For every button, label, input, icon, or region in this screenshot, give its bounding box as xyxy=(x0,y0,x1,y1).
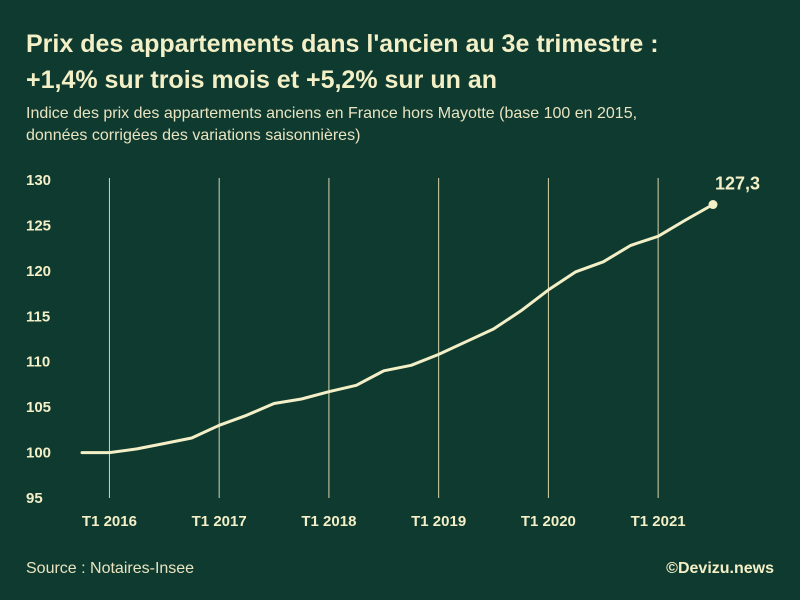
chart-title: Prix des appartements dans l'ancien au 3… xyxy=(26,26,786,98)
title-line-1: Prix des appartements dans l'ancien au 3… xyxy=(26,30,659,58)
x-tick-label: T1 2020 xyxy=(521,513,576,530)
source-note: Source : Notaires-Insee xyxy=(26,560,195,577)
y-tick-label: 100 xyxy=(26,445,51,462)
series-line xyxy=(80,203,715,455)
subtitle-line-1: Indice des prix des appartements anciens… xyxy=(26,105,638,122)
y-tick-label: 125 xyxy=(26,217,51,234)
x-tick-label: T1 2019 xyxy=(411,513,466,530)
end-point-label: 127,3 xyxy=(715,174,760,194)
x-tick-label: T1 2016 xyxy=(82,513,137,530)
chart-subtitle: Indice des prix des appartements anciens… xyxy=(26,103,786,147)
end-point-marker xyxy=(708,200,718,210)
y-tick-label: 120 xyxy=(26,263,51,280)
y-tick-label: 95 xyxy=(26,490,43,507)
credit-logo: ©Devizu.news xyxy=(666,560,774,577)
y-tick-label: 105 xyxy=(26,399,51,416)
y-tick-label: 110 xyxy=(26,354,50,371)
x-tick-label: T1 2021 xyxy=(631,513,686,530)
x-tick-label: T1 2018 xyxy=(301,513,356,530)
y-tick-label: 115 xyxy=(26,308,50,325)
y-tick-label: 130 xyxy=(26,172,51,189)
x-tick-label: T1 2017 xyxy=(192,513,247,530)
title-line-2: +1,4% sur trois mois et +5,2% sur un an xyxy=(26,66,498,94)
subtitle-line-2: données corrigées des variations saisonn… xyxy=(26,127,361,144)
